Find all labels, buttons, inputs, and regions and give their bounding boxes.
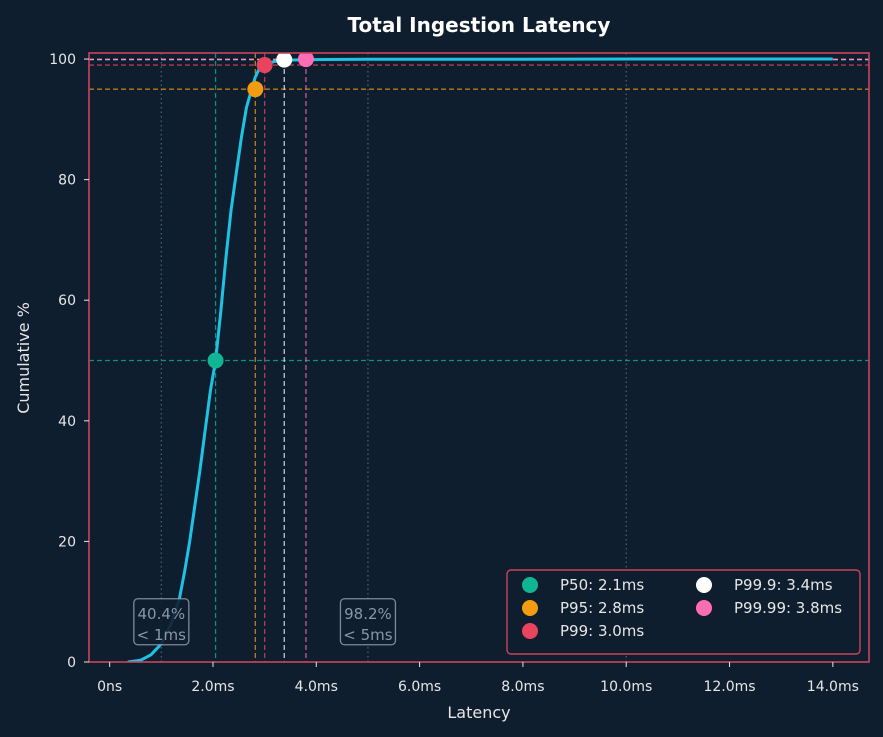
plot-frame [88, 52, 870, 663]
y-tick-label-5: 100 [49, 52, 76, 68]
x-tick-label-7: 14.0ms [807, 679, 859, 695]
y-tick-label-2: 40 [58, 414, 76, 430]
chart-title: Total Ingestion Latency [348, 13, 611, 37]
x-tick-label-5: 10.0ms [600, 679, 652, 695]
percentile-marker-4 [297, 53, 314, 68]
annotation-1: 98.2% < 5ms [339, 598, 397, 646]
legend-label-4: P99.99: 3.8ms [734, 599, 842, 617]
legend-box [506, 569, 861, 655]
annotation-text-0-1: < 1ms [137, 626, 186, 644]
y-tick-label-0: 0 [67, 655, 76, 671]
x-tick-label-2: 4.0ms [295, 679, 338, 695]
legend-label-1: P95: 2.8ms [560, 599, 644, 617]
legend-marker-0 [522, 577, 538, 593]
percentile-marker-2 [256, 57, 273, 74]
x-tick-label-3: 6.0ms [398, 679, 441, 695]
percentile-marker-1 [247, 81, 264, 98]
y-axis-label: Cumulative % [14, 302, 33, 414]
percentile-marker-3 [276, 53, 293, 68]
legend-label-3: P99.9: 3.4ms [734, 576, 833, 594]
annotation-text-1-1: < 5ms [343, 626, 392, 644]
legend-marker-2 [522, 623, 538, 639]
annotation-box-1 [339, 598, 397, 646]
y-tick-label-4: 80 [58, 173, 76, 189]
x-tick-label-6: 12.0ms [703, 679, 755, 695]
legend-label-2: P99: 3.0ms [560, 622, 644, 640]
x-tick-label-1: 2.0ms [191, 679, 234, 695]
legend: P50: 2.1ms P95: 2.8ms P99: 3.0ms P99.9: 3.4… [506, 569, 861, 655]
annotation-text-0-0: 40.4% [137, 605, 185, 623]
legend-marker-3 [696, 577, 712, 593]
y-tick-label-1: 20 [58, 534, 76, 550]
x-axis-label: Latency [447, 703, 510, 722]
annotation-0: 40.4% < 1ms [133, 598, 190, 646]
legend-marker-4 [696, 600, 712, 616]
legend-label-0: P50: 2.1ms [560, 576, 644, 594]
x-tick-label-4: 8.0ms [501, 679, 544, 695]
annotation-text-1-0: 98.2% [344, 605, 392, 623]
annotation-box-0 [133, 598, 190, 646]
y-tick-label-3: 60 [58, 293, 76, 309]
percentile-marker-0 [207, 352, 224, 369]
x-tick-label-0: 0ns [97, 679, 122, 695]
legend-marker-1 [522, 600, 538, 616]
